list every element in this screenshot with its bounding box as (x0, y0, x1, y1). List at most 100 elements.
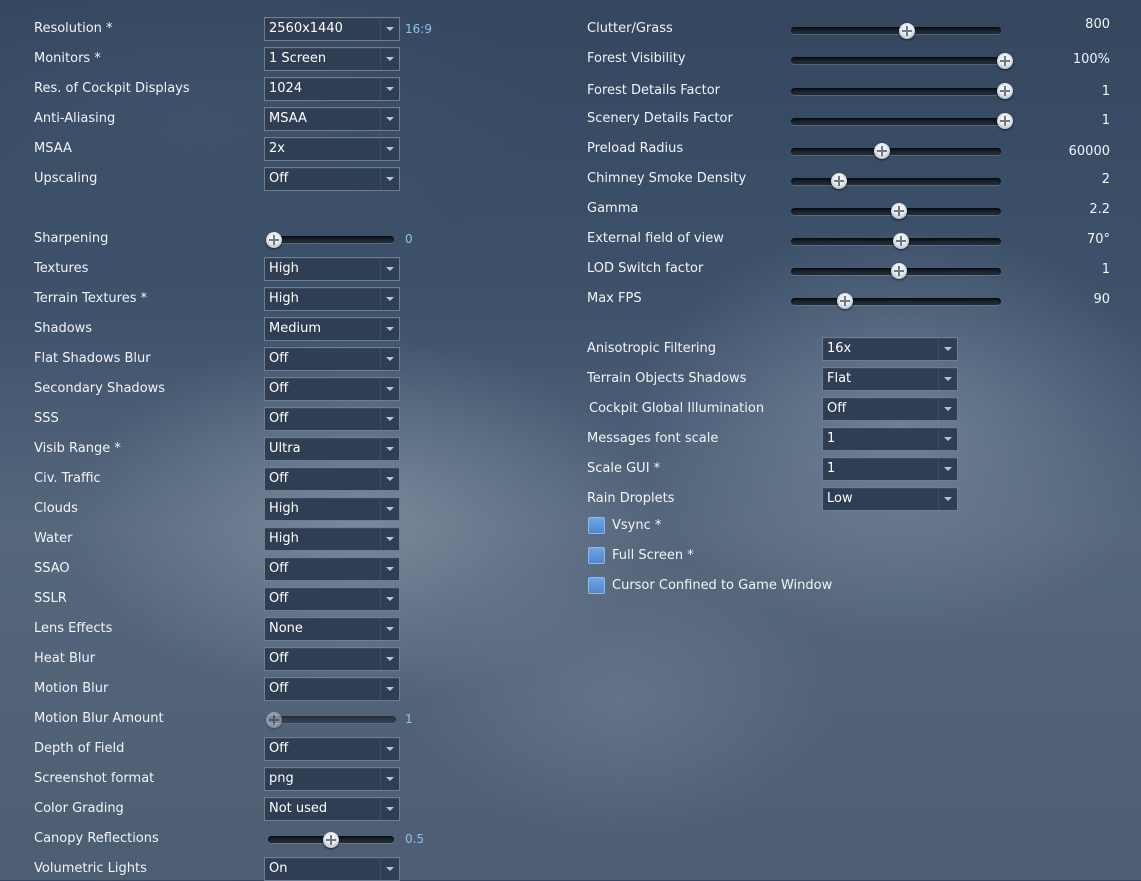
chevron-down-icon (380, 618, 399, 640)
max-fps-value: 90 (1093, 292, 1110, 307)
chevron-down-icon (938, 338, 957, 360)
textures-select[interactable]: High (264, 257, 400, 281)
civ-traffic-value: Off (269, 471, 289, 486)
external-fov-slider-thumb[interactable] (893, 233, 909, 249)
chevron-down-icon (938, 398, 957, 420)
sslr-select[interactable]: Off (264, 587, 400, 611)
scale-gui-select[interactable]: 1 (822, 457, 958, 481)
upscaling-select[interactable]: Off (264, 167, 400, 191)
water-select[interactable]: High (264, 527, 400, 551)
motion-blur-select[interactable]: Off (264, 677, 400, 701)
preload-radius-label: Preload Radius (587, 141, 684, 156)
scenery-details-slider-thumb[interactable] (997, 113, 1013, 129)
heat-blur-select[interactable]: Off (264, 647, 400, 671)
ssao-select[interactable]: Off (264, 557, 400, 581)
civ-traffic-label: Civ. Traffic (34, 471, 101, 486)
volumetric-lights-value: On (269, 861, 288, 876)
flat-shadows-blur-select[interactable]: Off (264, 347, 400, 371)
resolution-label: Resolution * (34, 21, 113, 36)
terrain-objects-shadows-label: Terrain Objects Shadows (587, 371, 747, 386)
lod-switch-value: 1 (1101, 262, 1110, 277)
rain-droplets-select[interactable]: Low (822, 487, 958, 511)
clouds-select[interactable]: High (264, 497, 400, 521)
sss-select[interactable]: Off (264, 407, 400, 431)
chevron-down-icon (380, 348, 399, 370)
canopy-reflections-slider-thumb[interactable] (323, 832, 339, 848)
messages-font-scale-value: 1 (827, 431, 836, 446)
chevron-down-icon (380, 468, 399, 490)
preload-radius-slider[interactable] (791, 148, 1001, 155)
screenshot-format-select[interactable]: png (264, 767, 400, 791)
forest-details-slider-thumb[interactable] (997, 83, 1013, 99)
clutter-grass-slider-thumb[interactable] (899, 23, 916, 39)
ssao-label: SSAO (34, 561, 70, 576)
visib-range-value: Ultra (269, 441, 301, 456)
forest-visibility-slider[interactable] (791, 57, 1001, 64)
visib-range-select[interactable]: Ultra (264, 437, 400, 461)
gamma-label: Gamma (587, 201, 639, 216)
max-fps-slider-thumb[interactable] (836, 293, 853, 309)
vsync-checkbox[interactable] (588, 517, 605, 534)
shadows-select[interactable]: Medium (264, 317, 400, 341)
clutter-grass-slider[interactable] (791, 27, 1001, 34)
motion-blur-value: Off (269, 681, 289, 696)
lens-effects-select[interactable]: None (264, 617, 400, 641)
motion-blur-amount-slider-thumb[interactable] (266, 712, 282, 728)
chevron-down-icon (380, 768, 399, 790)
chevron-down-icon (938, 458, 957, 480)
cursor-confined-checkbox[interactable] (588, 577, 605, 594)
canopy-reflections-label: Canopy Reflections (34, 831, 159, 846)
forest-visibility-slider-thumb[interactable] (997, 53, 1013, 69)
upscaling-label: Upscaling (34, 171, 98, 186)
msaa-select[interactable]: 2x (264, 137, 400, 161)
chevron-down-icon (380, 78, 399, 100)
upscaling-value: Off (269, 171, 289, 186)
sharpening-slider-thumb[interactable] (266, 232, 282, 248)
scale-gui-value: 1 (827, 461, 836, 476)
secondary-shadows-select[interactable]: Off (264, 377, 400, 401)
civ-traffic-select[interactable]: Off (264, 467, 400, 491)
cockpit-gi-select[interactable]: Off (822, 397, 958, 421)
chevron-down-icon (938, 428, 957, 450)
resolution-value: 2560x1440 (269, 21, 343, 36)
anti-aliasing-select[interactable]: MSAA (264, 107, 400, 131)
terrain-textures-value: High (269, 291, 299, 306)
chevron-down-icon (938, 368, 957, 390)
color-grading-label: Color Grading (34, 801, 124, 816)
heat-blur-label: Heat Blur (34, 651, 96, 666)
color-grading-select[interactable]: Not used (264, 797, 400, 821)
anisotropic-value: 16x (827, 341, 852, 356)
depth-of-field-select[interactable]: Off (264, 737, 400, 761)
cockpit-displays-select[interactable]: 1024 (264, 77, 400, 101)
messages-font-scale-select[interactable]: 1 (822, 427, 958, 451)
terrain-objects-shadows-select[interactable]: Flat (822, 367, 958, 391)
chimney-smoke-slider[interactable] (791, 178, 1001, 185)
lod-switch-slider-thumb[interactable] (890, 263, 907, 279)
monitors-select[interactable]: 1 Screen (264, 47, 400, 71)
chevron-down-icon (380, 558, 399, 580)
gamma-slider-thumb[interactable] (890, 203, 907, 219)
anisotropic-select[interactable]: 16x (822, 337, 958, 361)
terrain-textures-select[interactable]: High (264, 287, 400, 311)
max-fps-slider[interactable] (791, 298, 1001, 305)
textures-value: High (269, 261, 299, 276)
chimney-smoke-slider-thumb[interactable] (830, 173, 847, 189)
chimney-smoke-label: Chimney Smoke Density (587, 171, 747, 186)
sss-value: Off (269, 411, 289, 426)
sharpening-slider[interactable] (268, 236, 394, 243)
preload-radius-slider-thumb[interactable] (874, 143, 891, 159)
volumetric-lights-select[interactable]: On (264, 857, 400, 881)
forest-details-slider[interactable] (791, 88, 1001, 95)
full-screen-checkbox[interactable] (588, 547, 605, 564)
lens-effects-label: Lens Effects (34, 621, 113, 636)
resolution-select[interactable]: 2560x1440 (264, 17, 400, 41)
lens-effects-value: None (269, 621, 303, 636)
motion-blur-amount-slider[interactable] (268, 716, 396, 723)
rain-droplets-label: Rain Droplets (587, 491, 675, 506)
gamma-value: 2.2 (1089, 202, 1110, 217)
scenery-details-label: Scenery Details Factor (587, 111, 733, 126)
motion-blur-amount-label: Motion Blur Amount (34, 711, 164, 726)
volumetric-lights-label: Volumetric Lights (34, 861, 147, 876)
scenery-details-slider[interactable] (791, 118, 1001, 125)
depth-of-field-label: Depth of Field (34, 741, 125, 756)
